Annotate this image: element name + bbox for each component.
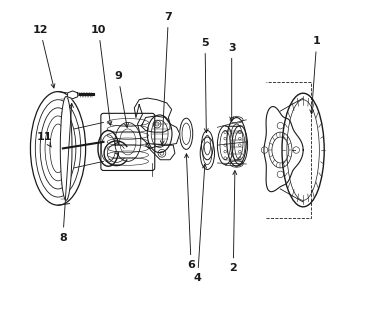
Text: 6: 6 xyxy=(184,154,195,270)
Polygon shape xyxy=(141,116,170,132)
Text: 1: 1 xyxy=(310,36,321,114)
Text: 11: 11 xyxy=(36,132,52,147)
Text: 8: 8 xyxy=(59,103,74,243)
FancyBboxPatch shape xyxy=(101,113,155,170)
Text: 3: 3 xyxy=(228,43,235,121)
Text: 9: 9 xyxy=(114,71,128,127)
Text: 7: 7 xyxy=(160,12,172,145)
Text: 4: 4 xyxy=(194,164,206,283)
Polygon shape xyxy=(134,98,180,145)
Polygon shape xyxy=(264,107,303,192)
Text: 5: 5 xyxy=(201,38,209,133)
Polygon shape xyxy=(68,91,78,99)
Ellipse shape xyxy=(60,96,72,200)
Polygon shape xyxy=(146,143,175,160)
Text: 2: 2 xyxy=(229,171,237,274)
Text: 12: 12 xyxy=(33,25,55,88)
Text: 10: 10 xyxy=(91,25,112,125)
